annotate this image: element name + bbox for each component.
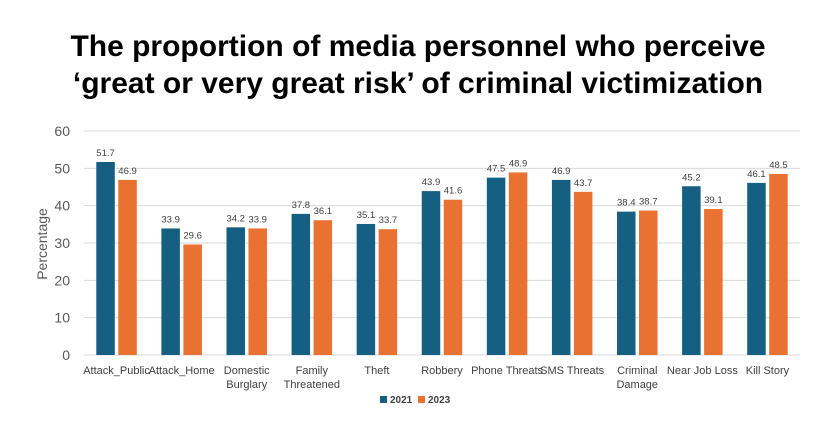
category-label: Criminal [617, 365, 657, 377]
bar-2023-0 [118, 179, 137, 355]
data-label: 47.5 [487, 164, 506, 175]
chart-title-line-1: The proportion of media personnel who pe… [70, 30, 765, 63]
data-labels: 51.746.933.929.634.2 33.937.836.1 35.1 33.7… [96, 148, 787, 242]
bar-2023-1 [183, 244, 202, 355]
category-label: Family [296, 365, 329, 377]
category-label: Domestic [224, 365, 270, 377]
y-tick-label: 30 [54, 235, 70, 251]
data-label: 48.5 [769, 160, 788, 171]
bar-2021-9 [682, 186, 701, 355]
data-label: 33.9 [248, 214, 267, 225]
y-axis-ticks: 0 10 20 30 40 50 60 [54, 123, 70, 363]
data-label: 45.2 [682, 172, 701, 183]
data-label: 38.4 [617, 198, 636, 209]
category-label: Near Job Loss [667, 365, 738, 377]
data-label: 41.6 [444, 186, 463, 197]
data-label: 46.9 [118, 166, 137, 177]
category-label: Burglary [226, 379, 267, 391]
bar-2021-2 [226, 227, 245, 355]
data-label: 51.7 [96, 148, 115, 159]
y-axis-label: Percentage [34, 208, 50, 280]
data-label: 46.9 [552, 166, 571, 177]
y-tick-label: 10 [54, 310, 70, 326]
bar-2023-2 [248, 228, 267, 355]
bar-2023-5 [443, 199, 463, 355]
category-label: Threatened [284, 379, 340, 391]
bar-2023-8 [639, 210, 658, 355]
y-tick-label: 60 [54, 123, 70, 139]
data-label: 43.7 [574, 178, 593, 189]
data-label: 36.1 [314, 206, 333, 217]
gridlines [84, 130, 800, 356]
category-label: Phone Threats [471, 365, 543, 377]
category-label: Attack_Public [83, 365, 150, 377]
data-label: 39.1 [704, 195, 723, 206]
y-tick-label: 20 [54, 272, 70, 288]
category-label: Kill Story [746, 365, 790, 377]
bar-2023-6 [508, 172, 528, 355]
data-label: 34.2 [226, 213, 245, 224]
chart-title-line-2: ‘great or very great risk’ of criminal v… [73, 67, 763, 100]
legend-label-2021: 2021 [390, 395, 413, 406]
bar-2021-0 [96, 161, 115, 355]
y-tick-label: 0 [62, 347, 70, 363]
category-label: Theft [364, 365, 389, 377]
data-label: 29.6 [183, 230, 202, 241]
category-label: Attack_Home [149, 365, 215, 377]
legend: 2021 2023 [380, 395, 451, 406]
bar-2023-10 [769, 173, 788, 355]
bar-2021-7 [551, 179, 571, 355]
legend-label-2023: 2023 [428, 395, 451, 406]
bar-2021-6 [486, 177, 506, 355]
legend-swatch-2023 [418, 396, 425, 403]
bar-2021-1 [161, 228, 180, 355]
data-label: 48.9 [509, 158, 528, 169]
bar-2021-4 [356, 223, 376, 355]
data-label: 33.9 [161, 214, 180, 225]
bar-2021-8 [617, 211, 636, 355]
bar-2021-10 [747, 182, 766, 355]
data-label: 46.1 [747, 169, 766, 180]
bars [96, 161, 788, 355]
y-tick-label: 50 [54, 160, 70, 176]
bar-2023-9 [704, 209, 723, 355]
category-label: SMS Threats [540, 365, 604, 377]
bar-2023-7 [573, 191, 593, 355]
bar-2021-3 [291, 213, 311, 355]
bar-2021-5 [421, 191, 441, 355]
legend-swatch-2021 [380, 396, 387, 403]
data-label: 43.9 [422, 177, 441, 188]
bar-2023-4 [378, 229, 398, 355]
data-label: 37.8 [292, 200, 311, 211]
bar-2023-3 [313, 220, 333, 355]
data-label: 35.1 [357, 210, 376, 221]
y-tick-label: 40 [54, 198, 70, 214]
category-label: Damage [616, 379, 658, 391]
category-label: Robbery [421, 365, 463, 377]
data-label: 33.7 [379, 215, 398, 226]
data-label: 38.7 [639, 197, 658, 208]
